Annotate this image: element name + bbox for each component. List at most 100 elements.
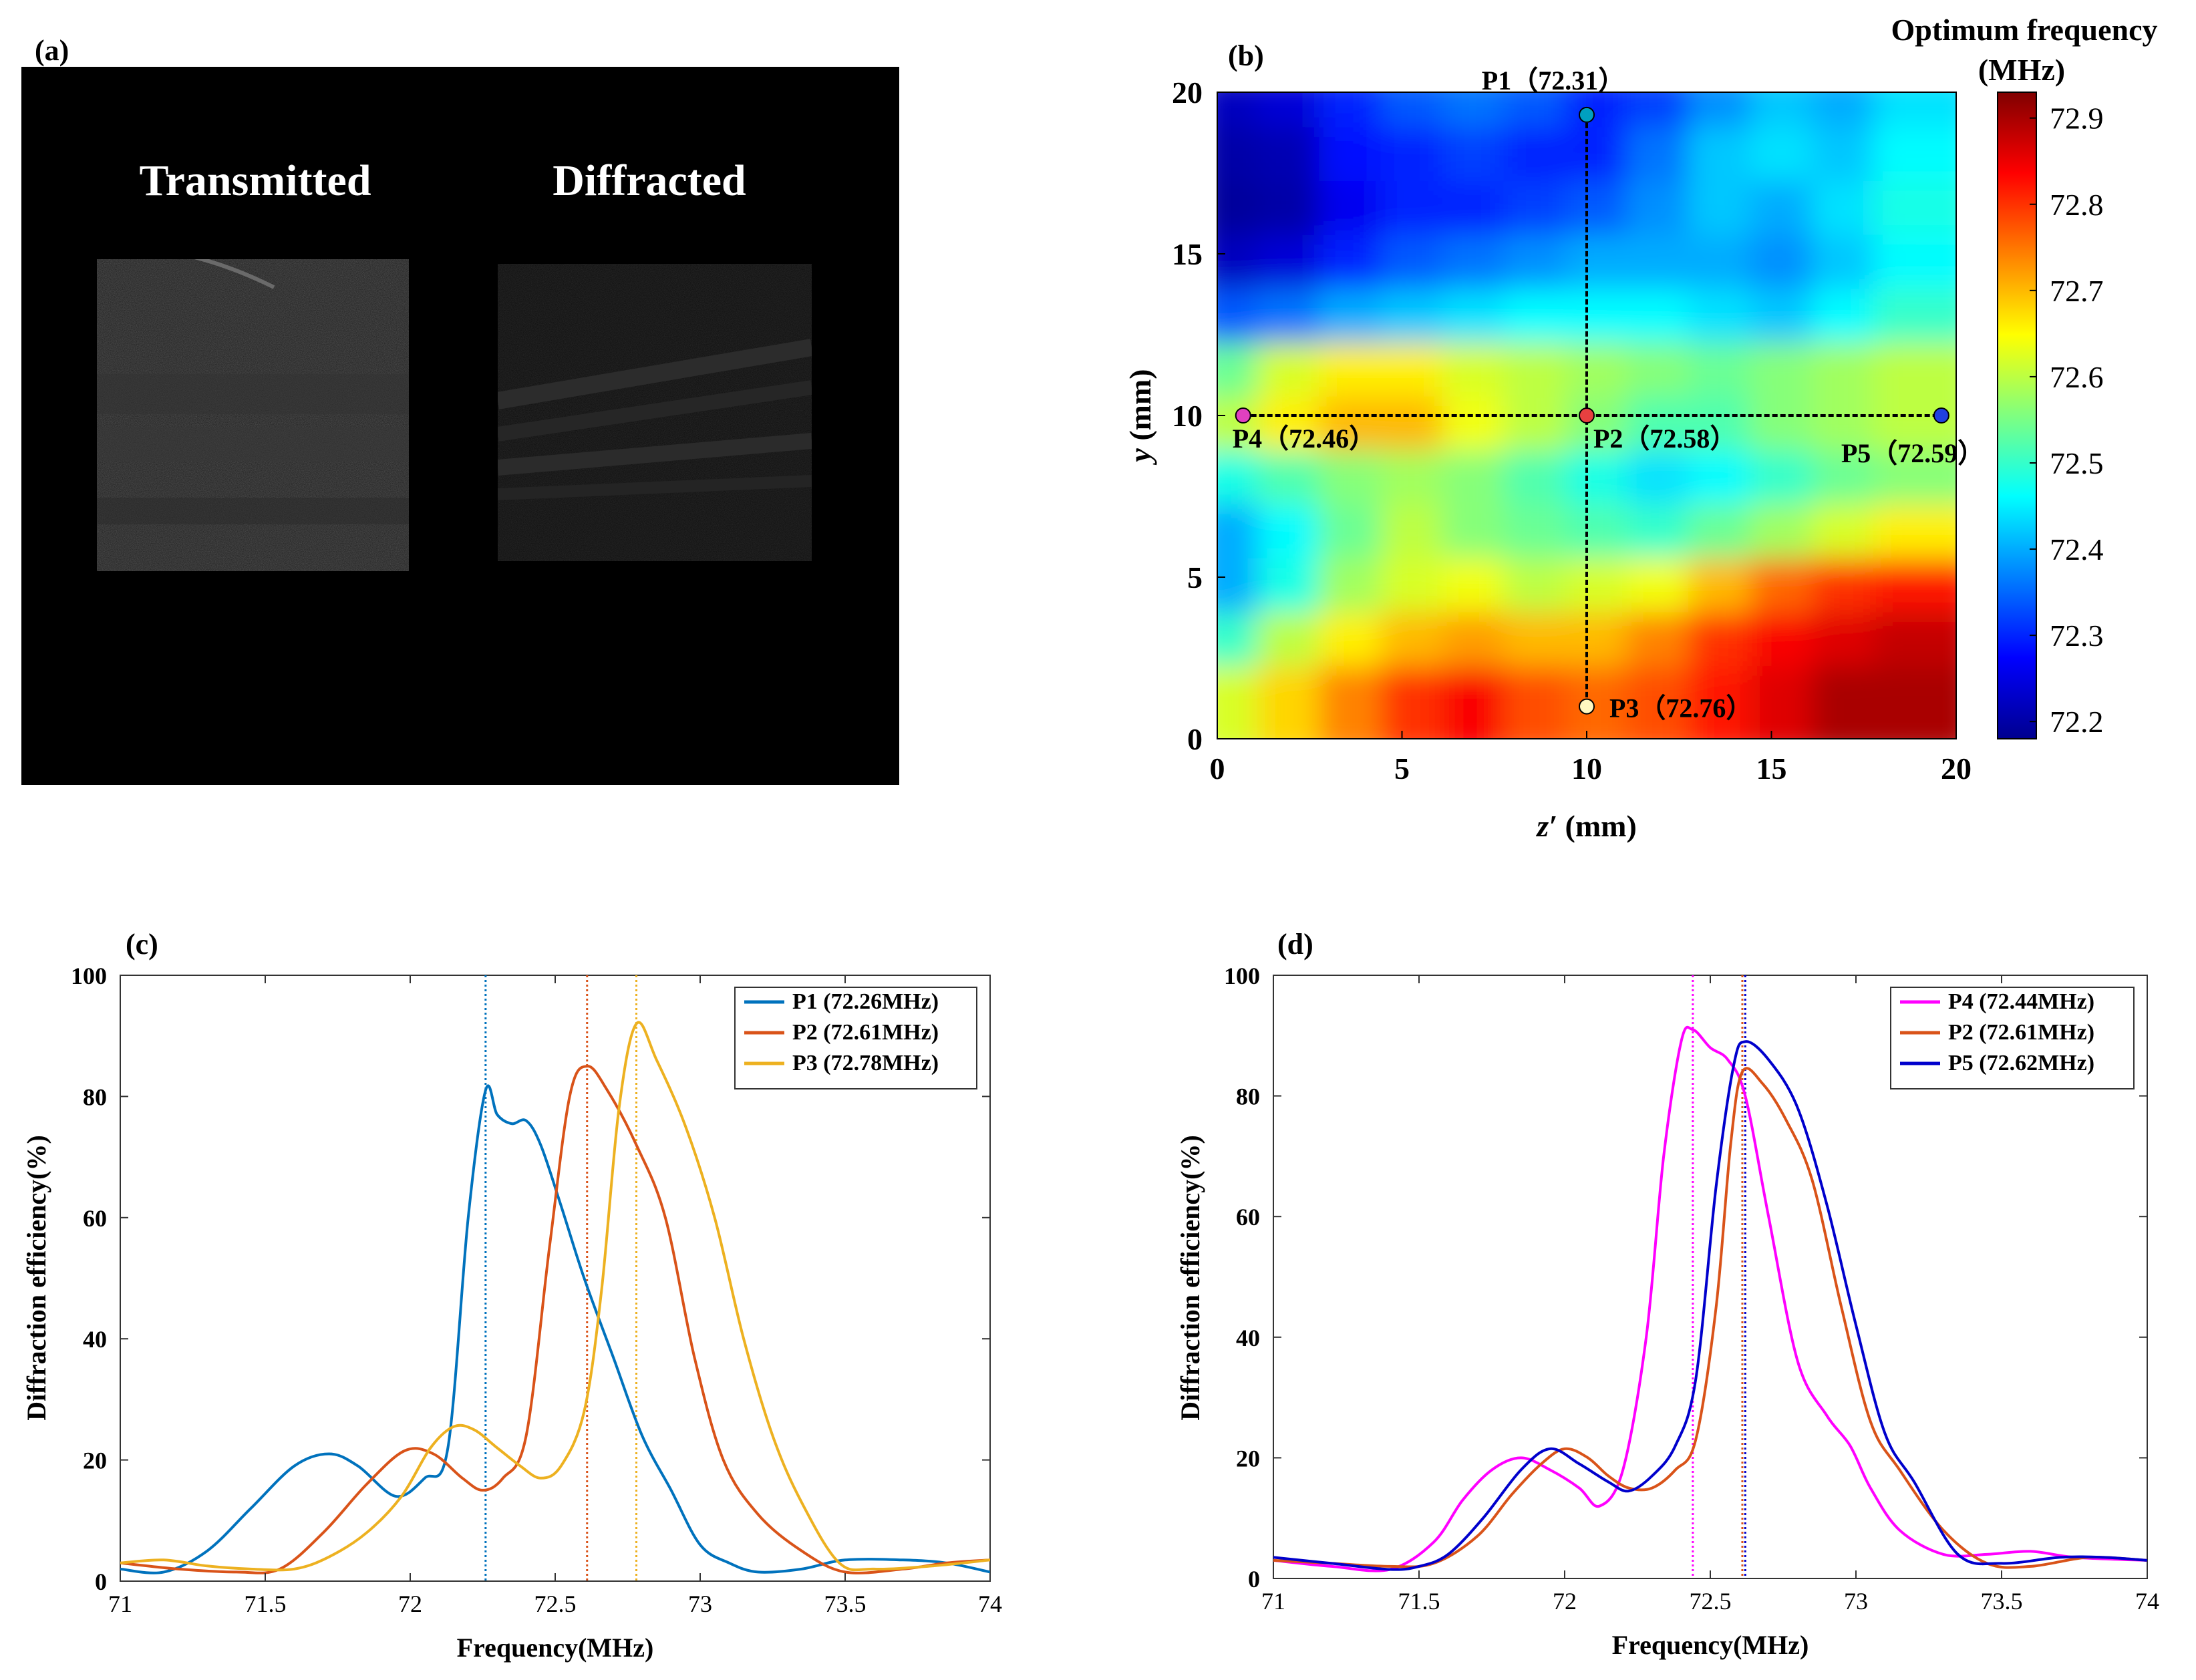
panel-d-label: (d) <box>1277 928 1313 961</box>
point-label-p1: P1（72.31） <box>1482 65 1625 96</box>
heatmap <box>1217 92 1956 739</box>
colorbar-tick-label: 72.3 <box>2050 619 2104 653</box>
c-x-tick-label: 72 <box>398 1590 422 1617</box>
plot-d-x-ticks: 71 71.5 72 72.5 73 73.5 74 <box>1261 975 2159 1615</box>
heatmap-y-tick-label: 20 <box>1172 75 1203 110</box>
panel-a: (a) Transmitted Diffracted <box>21 34 899 785</box>
plot-d-legend: P4 (72.44MHz) P2 (72.61MHz) P5 (72.62MHz) <box>1890 987 2135 1089</box>
colorbar-tick-label: 72.6 <box>2050 360 2104 394</box>
heatmap-cell <box>1873 666 1956 739</box>
plot-c-y-axis-label: Diffraction efficiency(%) <box>21 1135 51 1421</box>
c-x-tick-label: 71.5 <box>245 1590 287 1617</box>
d-y-tick-label: 0 <box>1248 1566 1260 1592</box>
d-legend-label-3: P5 (72.62MHz) <box>1948 1051 2094 1075</box>
panel-b-label: (b) <box>1228 39 1264 72</box>
c-y-tick-label: 60 <box>83 1205 107 1232</box>
plot-d-y-ticks: 0 20 40 60 80 100 <box>1224 963 2147 1592</box>
d-legend-label-2: P2 (72.61MHz) <box>1948 1020 2094 1045</box>
d-x-tick-label: 73.5 <box>1981 1588 2023 1615</box>
c-y-tick-label: 20 <box>83 1448 107 1474</box>
point-label-p2: P2（72.58） <box>1593 424 1736 454</box>
d-series-line-3 <box>1273 1040 2147 1571</box>
d-x-tick-label: 74 <box>2135 1588 2159 1615</box>
heatmap-blur-layer <box>1217 92 1956 739</box>
heatmap-y-axis-label: y (mm) <box>1123 369 1157 465</box>
panel-d: (d) 71 71.5 72 72.5 73 73.5 74 0 20 40 60 80 100 Fr… <box>1175 928 2159 1660</box>
d-x-tick-label: 72 <box>1553 1588 1577 1615</box>
measurement-points: P1（72.31） P2（72.58） P3（72.76） P4（72.46） P5（7… <box>1233 65 1985 723</box>
d-y-tick-label: 80 <box>1236 1083 1260 1110</box>
c-y-tick-label: 40 <box>83 1326 107 1353</box>
c-x-tick-label: 72.5 <box>534 1590 577 1617</box>
c-x-tick-label: 74 <box>978 1590 1002 1617</box>
d-x-tick-label: 73 <box>1844 1588 1868 1615</box>
colorbar-title-line1: Optimum frequency <box>1891 13 2157 47</box>
plot-c-x-axis-label: Frequency(MHz) <box>457 1633 654 1663</box>
point-marker-p5 <box>1933 407 1949 424</box>
colorbar-tick-label: 72.4 <box>2050 532 2104 566</box>
colorbar-tick-label: 72.8 <box>2050 188 2104 222</box>
heatmap-y-tick-label: 15 <box>1172 237 1203 271</box>
transmitted-beam-image <box>97 259 409 571</box>
c-legend-label-2: P2 (72.61MHz) <box>792 1020 939 1045</box>
d-x-tick-label: 71 <box>1261 1588 1285 1615</box>
heatmap-x-tick-label: 10 <box>1571 751 1602 786</box>
colorbar <box>1997 92 2037 739</box>
plot-c-x-ticks: 71 71.5 72 72.5 73 73.5 74 <box>108 975 1002 1617</box>
colorbar-tick-label: 72.9 <box>2050 102 2104 136</box>
c-x-tick-label: 73.5 <box>824 1590 867 1617</box>
d-legend-label-1: P4 (72.44MHz) <box>1948 989 2094 1014</box>
c-series-line-3 <box>120 1021 990 1572</box>
diffracted-beam-image <box>498 264 812 561</box>
heatmap-x-tick-label: 20 <box>1941 751 1972 786</box>
c-y-tick-label: 80 <box>83 1083 107 1110</box>
c-x-tick-label: 73 <box>688 1590 712 1617</box>
heatmap-x-tick-label: 0 <box>1210 751 1225 786</box>
d-series-line-2 <box>1273 1067 2147 1569</box>
heatmap-x-axis-label: z′ (mm) <box>1535 809 1637 843</box>
colorbar-tick-label: 72.5 <box>2050 446 2104 480</box>
c-legend-box <box>734 987 977 1089</box>
point-label-p5: P5（72.59） <box>1841 438 1984 468</box>
colorbar-tick-label: 72.2 <box>2050 705 2104 739</box>
plot-c-series <box>120 1021 990 1574</box>
panel-b: (b) 0 5 10 15 20 0 5 10 15 20 z′ (mm) y (mm) P1（… <box>1123 13 2158 843</box>
point-marker-p2 <box>1579 407 1595 424</box>
label-transmitted: Transmitted <box>139 156 371 205</box>
heatmap-x-tick-label: 5 <box>1394 751 1410 786</box>
c-legend-label-1: P1 (72.26MHz) <box>792 989 939 1014</box>
panel-c-label: (c) <box>126 928 158 961</box>
c-legend-label-3: P3 (72.78MHz) <box>792 1051 939 1075</box>
d-series-line-1 <box>1273 1025 2147 1572</box>
d-y-tick-label: 60 <box>1236 1204 1260 1230</box>
colorbar-title-line2: (MHz) <box>1978 53 2065 87</box>
heatmap-y-tick-label: 0 <box>1187 722 1203 756</box>
plot-d-x-axis-label: Frequency(MHz) <box>1612 1630 1809 1660</box>
heatmap-x-ticks: 0 5 10 15 20 <box>1210 731 1972 786</box>
heatmap-y-ticks: 0 5 10 15 20 <box>1172 75 1225 756</box>
d-legend-box <box>1890 987 2135 1089</box>
d-x-tick-label: 71.5 <box>1398 1588 1440 1615</box>
c-y-tick-label: 100 <box>71 963 107 989</box>
point-label-p4: P4（72.46） <box>1233 424 1376 454</box>
plot-c-legend: P1 (72.26MHz) P2 (72.61MHz) P3 (72.78MHz) <box>734 987 977 1089</box>
heatmap-y-tick-label: 5 <box>1187 560 1203 595</box>
d-y-tick-label: 40 <box>1236 1325 1260 1351</box>
panel-a-label: (a) <box>35 34 69 67</box>
point-marker-p3 <box>1579 698 1595 715</box>
panel-c: (c) 71 71.5 72 72.5 73 73.5 74 0 20 40 60 80 100 Fr… <box>21 928 1002 1663</box>
plot-d-series <box>1273 1025 2147 1572</box>
heatmap-y-tick-label: 10 <box>1172 399 1203 433</box>
point-marker-p4 <box>1235 407 1251 424</box>
label-diffracted: Diffracted <box>553 156 746 205</box>
colorbar-tick-label: 72.7 <box>2050 274 2104 308</box>
c-series-line-2 <box>120 1065 990 1574</box>
d-x-tick-label: 72.5 <box>1690 1588 1732 1615</box>
c-series-line-1 <box>120 1084 990 1574</box>
heatmap-x-tick-label: 15 <box>1756 751 1787 786</box>
plot-d-y-axis-label: Diffraction efficiency(%) <box>1175 1135 1205 1421</box>
colorbar-ticks: 72.9 72.8 72.7 72.6 72.5 72.4 72.3 72.2 <box>2030 102 2104 739</box>
plot-c-y-ticks: 0 20 40 60 80 100 <box>71 963 990 1595</box>
c-y-tick-label: 0 <box>95 1568 107 1595</box>
